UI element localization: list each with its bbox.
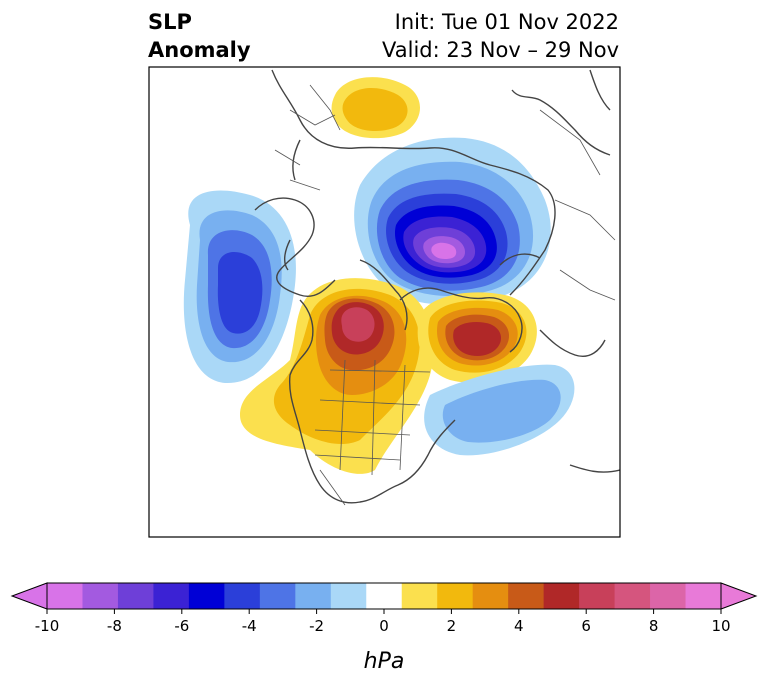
colorbar-tick-label: -8 bbox=[107, 617, 122, 635]
colorbar-swatch bbox=[224, 583, 261, 609]
colorbar-tick-label: -2 bbox=[309, 617, 324, 635]
colorbar-tick-label: 8 bbox=[649, 617, 659, 635]
colorbar-unit-label: hPa bbox=[364, 649, 405, 674]
eurasia-high-anomaly bbox=[331, 77, 420, 139]
colorbar-tick-label: 4 bbox=[514, 617, 524, 635]
north-america-high-anomaly bbox=[240, 278, 434, 474]
colorbar-tick-label: -4 bbox=[242, 617, 257, 635]
colorbar-swatch bbox=[330, 583, 367, 609]
map-frame bbox=[148, 66, 621, 538]
colorbar-swatch bbox=[188, 583, 225, 609]
colorbar-swatch bbox=[650, 583, 687, 609]
title-line-slp: SLP bbox=[148, 10, 192, 34]
valid-range-label: Valid: 23 Nov – 29 Nov bbox=[382, 38, 619, 62]
colorbar-swatch bbox=[437, 583, 474, 609]
colorbar-swatch bbox=[117, 583, 154, 609]
colorbar-tick-label: 10 bbox=[711, 617, 730, 635]
colorbar-swatch bbox=[153, 583, 190, 609]
colorbar-swatch bbox=[543, 583, 580, 609]
colorbar-swatch bbox=[82, 583, 119, 609]
pacific-low-anomaly bbox=[183, 190, 296, 384]
init-date-label: Init: Tue 01 Nov 2022 bbox=[394, 10, 619, 34]
map-title-left: SLP Anomaly bbox=[148, 8, 251, 64]
anomaly-fill-layer bbox=[183, 69, 620, 506]
colorbar-swatch bbox=[366, 583, 403, 609]
atlantic-low-anomaly bbox=[424, 364, 575, 456]
colorbar-swatch bbox=[508, 583, 545, 609]
country-borders bbox=[274, 84, 616, 506]
greenland-high-anomaly bbox=[417, 292, 537, 383]
colorbar-ticks: -10 -8 -6 -4 -2 0 2 4 6 8 10 bbox=[35, 609, 731, 635]
colorbar-swatches bbox=[10, 582, 758, 610]
colorbar-tick-label: 2 bbox=[447, 617, 457, 635]
colorbar-tick-label: -6 bbox=[174, 617, 189, 635]
colorbar-tick-label: 0 bbox=[379, 617, 389, 635]
colorbar-swatch bbox=[259, 583, 296, 609]
coastlines bbox=[254, 69, 620, 504]
colorbar-extend-low bbox=[10, 582, 48, 610]
colorbar-swatch bbox=[401, 583, 438, 609]
colorbar-swatch bbox=[614, 583, 651, 609]
colorbar-swatch bbox=[295, 583, 332, 609]
colorbar-tick-label: -10 bbox=[35, 617, 60, 635]
title-line-anomaly: Anomaly bbox=[148, 38, 251, 62]
slp-anomaly-map bbox=[148, 66, 621, 538]
map-title-right: Init: Tue 01 Nov 2022 Valid: 23 Nov – 29… bbox=[382, 8, 619, 64]
colorbar: -10 -8 -6 -4 -2 0 2 4 6 8 10 hPa bbox=[10, 582, 758, 674]
colorbar-swatch bbox=[685, 583, 722, 609]
colorbar-extend-high bbox=[720, 582, 758, 610]
colorbar-swatch bbox=[579, 583, 616, 609]
colorbar-swatch bbox=[47, 583, 83, 609]
colorbar-swatch bbox=[472, 583, 509, 609]
colorbar-tick-label: 6 bbox=[581, 617, 591, 635]
